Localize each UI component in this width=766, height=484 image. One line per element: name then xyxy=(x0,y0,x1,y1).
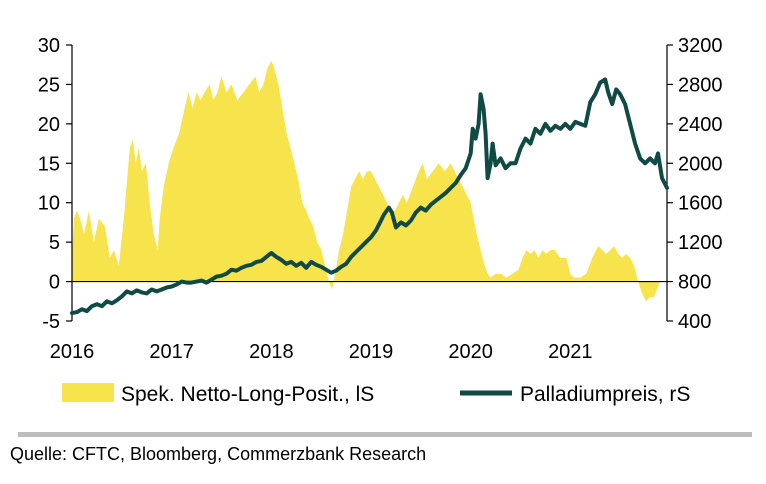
right-tick-label: 1200 xyxy=(678,232,723,254)
left-tick-label: 0 xyxy=(49,272,60,294)
palladium-price-line xyxy=(70,77,669,316)
right-tick-label: 1600 xyxy=(678,193,723,215)
axes xyxy=(66,44,673,322)
x-tick-label: 2019 xyxy=(349,341,394,363)
divider xyxy=(18,432,752,437)
legend-label-area: Spek. Netto-Long-Posit., lS xyxy=(121,383,374,406)
net-long-position-area xyxy=(72,60,660,302)
right-tick-label: 400 xyxy=(678,311,711,333)
legend-label-line: Palladiumpreis, rS xyxy=(520,383,690,406)
left-tick-label: 25 xyxy=(38,74,60,96)
right-tick-label: 2800 xyxy=(678,74,723,96)
x-tick-label: 2016 xyxy=(50,341,95,363)
x-tick-label: 2017 xyxy=(149,341,194,363)
left-tick-label: 30 xyxy=(38,35,60,57)
left-tick-label: 20 xyxy=(38,114,60,136)
series-area xyxy=(72,60,660,302)
tick-labels: 30 25 20 15 10 5 0 -5 3200 2800 2400 2000 1600 1200 80… xyxy=(38,35,723,363)
legend: Spek. Netto-Long-Posit., lS Palladiumpre… xyxy=(62,383,690,406)
x-tick-label: 2020 xyxy=(448,341,493,363)
series-line xyxy=(70,77,669,316)
x-tick-label: 2021 xyxy=(548,341,593,363)
left-tick-label: 10 xyxy=(38,193,60,215)
right-tick-label: 2400 xyxy=(678,114,723,136)
source-note: Quelle: CFTC, Bloomberg, Commerzbank Res… xyxy=(10,444,427,464)
left-tick-label: -5 xyxy=(42,311,60,333)
legend-swatch-area xyxy=(62,383,114,402)
left-tick-label: 5 xyxy=(49,232,60,254)
x-tick-label: 2018 xyxy=(249,341,294,363)
right-tick-label: 3200 xyxy=(678,35,723,57)
right-tick-label: 800 xyxy=(678,272,711,294)
right-tick-label: 2000 xyxy=(678,153,723,175)
left-tick-label: 15 xyxy=(38,153,60,175)
